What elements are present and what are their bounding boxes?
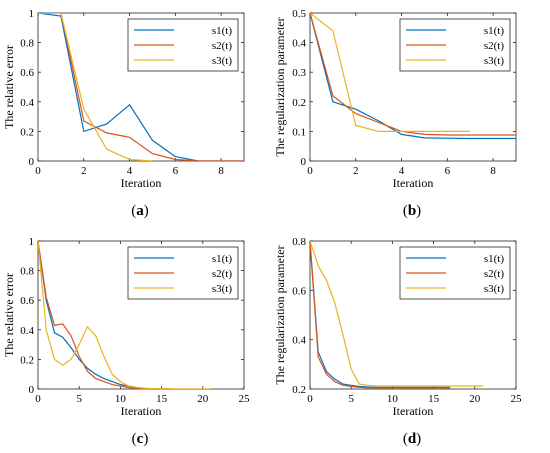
panel-d-legend-label-3: s3(t) xyxy=(484,283,505,295)
panel-b-ytick-label: 0.5 xyxy=(292,8,306,20)
panel-a-xtick-label: 2 xyxy=(81,165,87,177)
panel-c-legend-label-2: s2(t) xyxy=(212,268,233,280)
panel-d-chart: 0 5 10 15 20 25 0.2 0.4 0.6 0.8 Iteration The regul… xyxy=(273,236,522,418)
panel-c-chart: 0 5 10 15 20 25 0 0.2 0.4 0.6 0.8 1 Iteration The rel… xyxy=(2,236,250,418)
panel-a-label: (a) xyxy=(131,203,149,219)
panel-b-xlabel: Iteration xyxy=(393,176,434,190)
panel-b-xtick-label: 6 xyxy=(445,165,451,177)
panel-a-ytick-label: 0 xyxy=(29,156,35,168)
panel-a-series-line-3 xyxy=(38,13,153,161)
panel-a-series-line-1 xyxy=(38,13,244,161)
panel-d-ytick-label: 0.6 xyxy=(292,285,306,297)
panel-c-label: (c) xyxy=(132,431,149,447)
panel-c-series-line-2 xyxy=(38,241,170,389)
panel-b-ylabel: The regularization parameter xyxy=(273,17,287,156)
panel-c-xtick-label: 15 xyxy=(156,393,168,405)
panel-d-ytick-label: 0.4 xyxy=(292,335,306,347)
panel-d-xtick-label: 25 xyxy=(511,393,523,405)
panel-d-xtick-label: 20 xyxy=(469,393,481,405)
panel-b-xtick-label: 0 xyxy=(307,165,313,177)
panel-c-xtick-label: 10 xyxy=(115,393,127,405)
panel-d-series-line-2 xyxy=(310,241,451,389)
panel-a-xtick-label: 0 xyxy=(35,165,41,177)
panel-a-ytick-label: 0.8 xyxy=(20,38,34,50)
panel-a-legend-label-3: s3(t) xyxy=(212,55,233,67)
panel-c-xtick-label: 5 xyxy=(76,393,82,405)
panel-a-ytick-label: 1 xyxy=(29,8,35,20)
panel-b-legend-label-1: s1(t) xyxy=(484,25,505,37)
panel-a-ytick-label: 0.4 xyxy=(20,97,34,109)
panel-b-chart: 0 2 4 6 8 0 0.1 0.2 0.3 0.4 0.5 Iteration The regula… xyxy=(273,8,517,190)
panel-c-legend-label-1: s1(t) xyxy=(212,253,233,265)
panel-c-ylabel: The relative error xyxy=(2,273,16,357)
panel-c-xtick-label: 20 xyxy=(197,393,209,405)
panel-d-ylabel: The regularization parameter xyxy=(273,245,287,384)
panel-b-label: (b) xyxy=(403,203,421,219)
panel-d-xtick-label: 0 xyxy=(307,393,313,405)
panel-a-chart: 0 2 4 6 8 0 0.2 0.4 0.6 0.8 1 Iteration The relative… xyxy=(2,8,245,190)
panel-d-legend-label-2: s2(t) xyxy=(484,268,505,280)
panel-a-ytick-label: 0.2 xyxy=(20,126,34,138)
panel-a-xtick-label: 4 xyxy=(127,165,133,177)
panel-b-ytick-label: 0.1 xyxy=(292,126,306,138)
panel-c-ytick-label: 0 xyxy=(29,384,35,396)
panel-c-legend-label-3: s3(t) xyxy=(212,283,233,295)
panel-d-series-line-3 xyxy=(310,241,483,387)
panel-c-ytick-label: 0.4 xyxy=(20,325,34,337)
panel-b-ytick-label: 0 xyxy=(301,156,307,168)
panel-c-ytick-label: 0.6 xyxy=(20,295,34,307)
panel-d-ytick-label: 0.2 xyxy=(292,384,306,396)
panel-c-xtick-label: 25 xyxy=(239,393,251,405)
panel-b-legend-label-2: s2(t) xyxy=(484,40,505,52)
panel-c-series-line-3 xyxy=(38,241,211,389)
panel-c-ytick-label: 1 xyxy=(29,236,35,248)
panel-d-xtick-label: 5 xyxy=(348,393,354,405)
panel-a-series-line-2 xyxy=(38,13,244,161)
panel-b-series-line-2 xyxy=(310,13,516,136)
panel-a-ytick-label: 0.6 xyxy=(20,67,34,79)
panel-b-xtick-label: 8 xyxy=(490,165,496,177)
panel-b-ytick-label: 0.4 xyxy=(292,38,306,50)
panel-a-xtick-label: 8 xyxy=(218,165,224,177)
panel-d-xtick-label: 15 xyxy=(428,393,440,405)
panel-b-ytick-label: 0.3 xyxy=(292,67,306,79)
panel-a-xtick-label: 6 xyxy=(173,165,179,177)
panel-b-legend-label-3: s3(t) xyxy=(484,55,505,67)
panel-d-xlabel: Iteration xyxy=(393,404,434,418)
panel-a-ylabel: The relative error xyxy=(2,45,16,129)
panel-a-legend-label-1: s1(t) xyxy=(212,25,233,37)
panel-b-xtick-label: 2 xyxy=(353,165,359,177)
panel-d-xtick-label: 10 xyxy=(387,393,399,405)
panel-a-xlabel: Iteration xyxy=(121,176,162,190)
panel-c-xlabel: Iteration xyxy=(121,404,162,418)
panel-a-legend-label-2: s2(t) xyxy=(212,40,233,52)
panel-d-ytick-label: 0.8 xyxy=(292,236,306,248)
panel-c-xtick-label: 0 xyxy=(35,393,41,405)
panel-d-legend-label-1: s1(t) xyxy=(484,253,505,265)
panel-b-ytick-label: 0.2 xyxy=(292,97,306,109)
panel-b-xtick-label: 4 xyxy=(399,165,405,177)
panel-d-label: (d) xyxy=(403,431,421,447)
panel-b-series-line-3 xyxy=(310,13,471,132)
panel-c-ytick-label: 0.2 xyxy=(20,354,34,366)
panel-c-ytick-label: 0.8 xyxy=(20,266,34,278)
